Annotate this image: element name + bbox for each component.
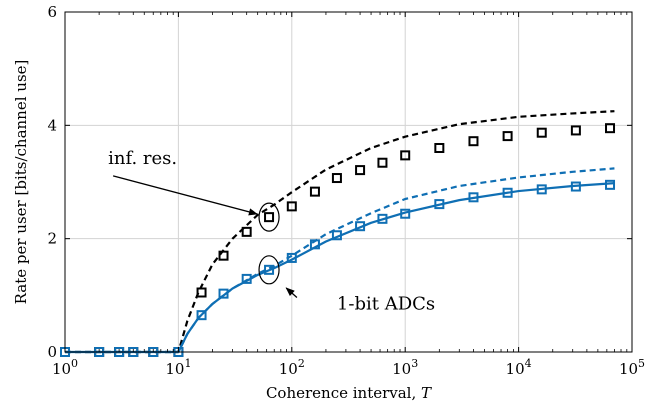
data-point-marker (377, 157, 388, 168)
data-point-marker (434, 143, 445, 153)
data-point-marker (218, 250, 229, 261)
annotation-label: inf. res. (108, 148, 177, 169)
data-point-marker (196, 287, 207, 298)
data-point-marker (502, 187, 513, 198)
data-point-marker (502, 131, 513, 142)
data-point-marker (355, 165, 366, 176)
data-point-marker (468, 192, 479, 203)
y-tick-label: 2 (47, 230, 57, 248)
dashed-series-line (65, 110, 615, 354)
data-point-marker (468, 136, 479, 147)
annotation-arrow (112, 175, 258, 216)
x-tick-label: 105 (619, 357, 645, 378)
x-axis-label: Coherence interval, T (266, 384, 432, 402)
data-point-marker (331, 173, 342, 184)
annotation-label: 1-bit ADCs (337, 294, 435, 315)
ticks-layer: 100 101 102 103 104 105 0 2 4 6 (47, 3, 645, 378)
data-point-marker (536, 127, 547, 138)
data-point-marker (218, 288, 229, 299)
annotation-circle (258, 255, 280, 285)
data-point-marker (309, 186, 320, 197)
data-point-marker (570, 125, 581, 136)
data-point-marker (400, 208, 411, 219)
series-layer (65, 110, 615, 354)
data-point-marker (400, 150, 411, 161)
data-point-marker (286, 201, 297, 212)
data-point-marker (196, 310, 207, 321)
dashed-series-line (65, 167, 615, 354)
data-point-marker (570, 181, 581, 192)
x-tick-label: 101 (165, 357, 191, 378)
data-point-marker (355, 221, 366, 232)
annotation-circle (258, 202, 280, 232)
y-axis-label: Rate per user [bits/channel use] (12, 60, 30, 305)
y-tick-label: 4 (47, 116, 57, 134)
plot-frame (64, 11, 633, 353)
data-point-marker (241, 226, 252, 237)
data-point-marker (286, 252, 297, 263)
data-point-marker (434, 199, 445, 210)
x-tick-label: 100 (52, 357, 78, 378)
data-point-marker (241, 273, 252, 284)
x-tick-label: 104 (506, 357, 532, 378)
data-point-marker (377, 213, 388, 224)
data-point-marker (264, 212, 275, 223)
solid-series-line (65, 182, 615, 354)
data-point-marker (309, 239, 320, 250)
data-point-marker (331, 230, 342, 241)
y-tick-label: 6 (47, 3, 57, 21)
y-tick-label: 0 (47, 343, 57, 361)
x-tick-label: 103 (392, 357, 418, 378)
x-tick-label: 102 (279, 357, 305, 378)
annotation-arrow (285, 287, 298, 298)
data-point-marker (605, 179, 616, 190)
data-point-marker (264, 264, 275, 275)
annotations-layer: inf. res. 1-bit ADCs (108, 148, 435, 315)
data-point-marker (536, 184, 547, 195)
data-point-marker (605, 123, 616, 134)
